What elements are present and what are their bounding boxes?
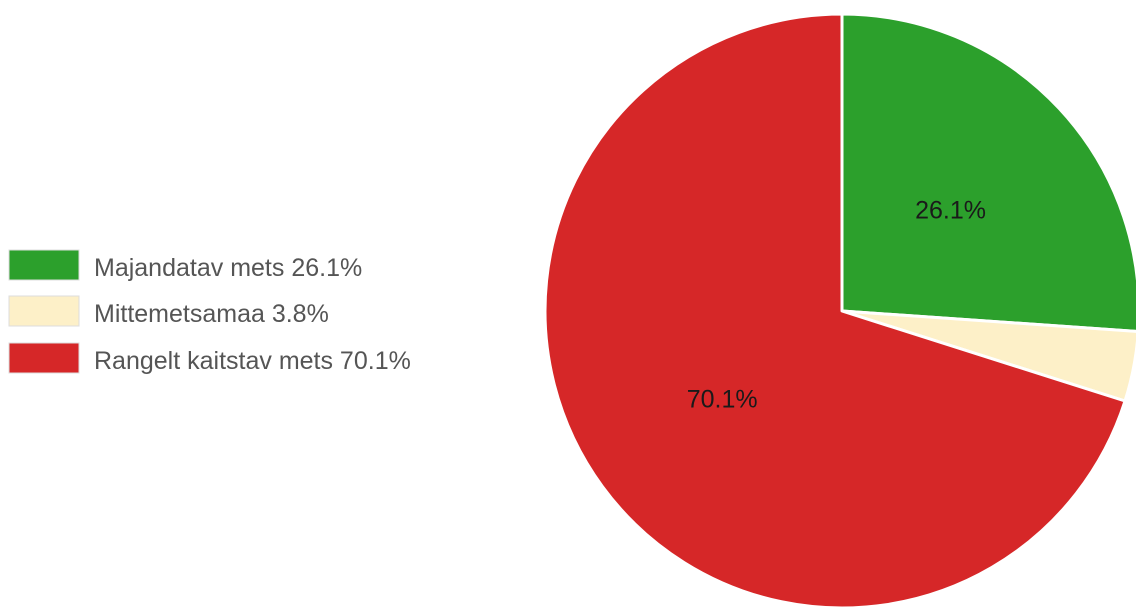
legend-swatch-mittemetsamaa <box>8 295 80 327</box>
pie-slices <box>543 12 1136 610</box>
legend-item-mittemetsamaa[interactable]: Mittemetsamaa 3.8% <box>8 295 329 328</box>
legend-swatch-majandatav-mets <box>8 249 80 281</box>
legend-label-majandatav-mets: Majandatav mets 26.1% <box>94 254 362 282</box>
pie-slice-rangelt-kaitstav-mets[interactable] <box>543 12 1127 610</box>
pie-slice-labels: 26.1% 70.1% <box>687 197 986 414</box>
legend-item-rangelt-kaitstav-mets[interactable]: Rangelt kaitstav mets 70.1% <box>8 342 411 375</box>
slice-label-majandatav-mets: 26.1% <box>915 197 986 225</box>
chart-legend: Majandatav mets 26.1% Mittemetsamaa 3.8%… <box>8 249 411 375</box>
slice-label-rangelt-kaitstav-mets: 70.1% <box>687 386 758 414</box>
legend-label-rangelt-kaitstav-mets: Rangelt kaitstav mets 70.1% <box>94 347 411 375</box>
legend-swatch-rangelt-kaitstav-mets <box>8 342 80 374</box>
legend-item-majandatav-mets[interactable]: Majandatav mets 26.1% <box>8 249 362 282</box>
legend-label-mittemetsamaa: Mittemetsamaa 3.8% <box>94 300 329 328</box>
pie-slice-majandatav-mets[interactable] <box>840 12 1136 333</box>
